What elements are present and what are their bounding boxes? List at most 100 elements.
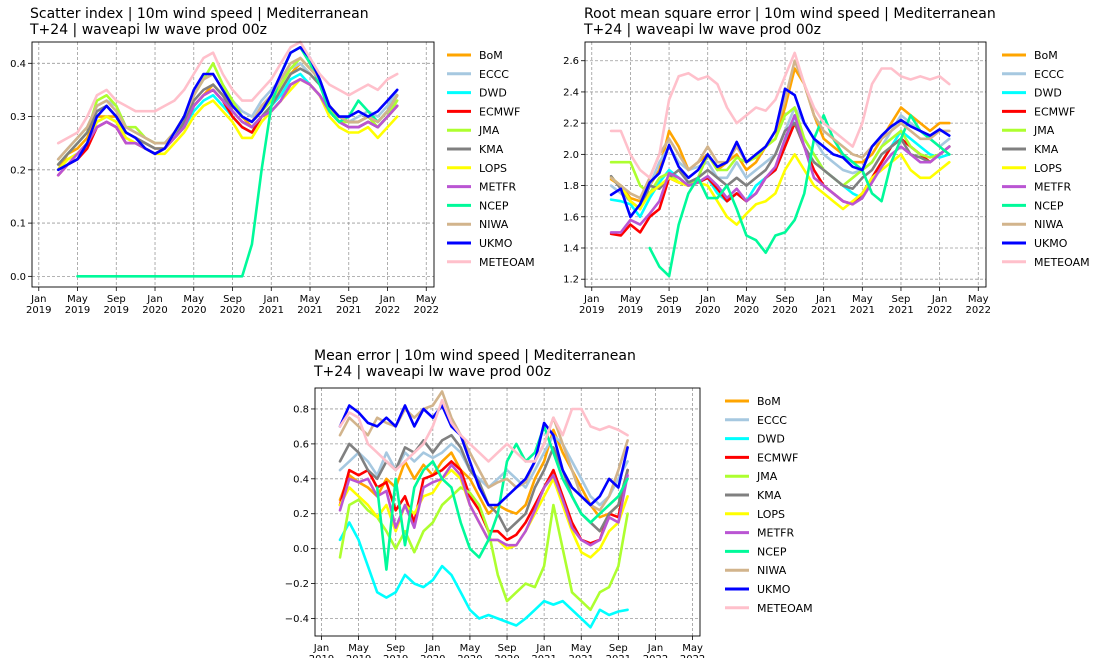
series-line-ukmo xyxy=(609,87,951,219)
legend: BoM ECCC DWD ECMWF JMA KMA LOPS METFR NCEP NIWA UK… xyxy=(447,49,535,269)
x-tick-label-year: 2020 xyxy=(142,305,167,316)
x-tick-label-month: Jan xyxy=(931,294,947,305)
chart-subtitle: T+24 | waveapi lw wave prod 00z xyxy=(314,364,552,380)
x-tick-label-year: 2020 xyxy=(695,305,720,316)
y-tick-label: 0.3 xyxy=(10,112,26,123)
y-tick-label: 1.6 xyxy=(563,212,579,223)
series-line-ncep xyxy=(648,114,951,278)
x-tick-label-year: 2019 xyxy=(618,305,643,316)
x-tick-label-year: 2022 xyxy=(414,305,439,316)
series-line-eccc xyxy=(338,433,629,507)
x-tick-label-year: 2019 xyxy=(656,305,681,316)
x-tick-label-year: 2022 xyxy=(927,305,952,316)
legend-label: ECCC xyxy=(757,414,787,427)
x-tick-label-month: Jan xyxy=(699,294,715,305)
legend-label: KMA xyxy=(757,489,782,502)
mean-error-panel: Mean error | 10m wind speed | Mediterran… xyxy=(280,338,840,658)
y-tick-label: 0.6 xyxy=(293,439,309,450)
series-line-bom xyxy=(338,428,629,519)
x-tick-label-year: 2020 xyxy=(181,305,206,316)
x-tick-label-month: Jan xyxy=(535,643,551,654)
scatter-index-chart: Jan2019May2019Sep2019Jan2020May2020Sep20… xyxy=(10,40,535,316)
y-tick-label: 1.4 xyxy=(563,243,579,254)
legend-label: METEOAM xyxy=(1034,256,1090,269)
x-tick-label-month: May xyxy=(416,294,437,305)
x-tick-label-year: 2021 xyxy=(811,305,836,316)
series-line-meteoam xyxy=(609,51,951,180)
x-tick-label-month: Jan xyxy=(424,643,440,654)
x-tick-label-month: May xyxy=(736,294,757,305)
x-tick-label-year: 2021 xyxy=(850,305,875,316)
scatter-index-panel: Scatter index | 10m wind speed | Mediter… xyxy=(0,0,551,320)
x-tick-label-month: May xyxy=(348,643,369,654)
x-tick-label-month: Jan xyxy=(379,294,395,305)
legend-label: UKMO xyxy=(1034,237,1068,250)
y-tick-label: 1.8 xyxy=(563,181,579,192)
y-tick-label: −0.4 xyxy=(285,614,309,625)
y-tick-label: 2.2 xyxy=(563,119,579,130)
x-tick-label-month: Sep xyxy=(223,294,242,305)
legend-label: BoM xyxy=(479,49,503,62)
series-line-ukmo xyxy=(338,404,629,507)
legend-label: DWD xyxy=(479,87,507,100)
series-lines xyxy=(56,40,399,278)
x-tick-label-year: 2021 xyxy=(606,654,631,658)
y-tick-label: 0.0 xyxy=(10,272,26,283)
x-tick-label-year: 2020 xyxy=(457,654,482,658)
chart-title: Scatter index | 10m wind speed | Mediter… xyxy=(30,6,369,22)
x-tick-label-year: 2021 xyxy=(259,305,284,316)
plot-frame xyxy=(584,41,987,288)
x-tick-label-month: Jan xyxy=(313,643,329,654)
grid xyxy=(32,42,434,287)
x-tick-label-month: Jan xyxy=(583,294,599,305)
chart-subtitle: T+24 | waveapi lw wave prod 00z xyxy=(30,22,268,38)
legend-label: ECCC xyxy=(479,68,509,81)
legend-label: NIWA xyxy=(757,564,787,577)
rmse-panel: Root mean square error | 10m wind speed … xyxy=(551,0,1102,320)
legend-label: NCEP xyxy=(757,545,787,558)
x-tick-label-month: Sep xyxy=(386,643,405,654)
x-tick-label-month: Sep xyxy=(609,643,628,654)
series-line-meteoam xyxy=(56,40,399,145)
legend-label: NCEP xyxy=(479,199,509,212)
legend-label: ECMWF xyxy=(757,451,798,464)
x-tick-label-month: Jan xyxy=(30,294,46,305)
x-tick-label-year: 2020 xyxy=(494,654,519,658)
y-tick-label: 2.6 xyxy=(563,56,579,67)
x-tick-label-month: Jan xyxy=(647,643,663,654)
x-tick-label-month: Sep xyxy=(107,294,126,305)
x-tick-label-year: 2020 xyxy=(772,305,797,316)
chart-title: Mean error | 10m wind speed | Mediterran… xyxy=(314,348,636,364)
x-tick-label-year: 2020 xyxy=(734,305,759,316)
legend-label: BoM xyxy=(757,395,781,408)
series-line-niwa xyxy=(338,390,629,512)
x-tick-label-month: Sep xyxy=(339,294,358,305)
x-tick-label-year: 2021 xyxy=(888,305,913,316)
series-line-ncep xyxy=(375,425,629,571)
y-tick-label: 1.2 xyxy=(563,275,579,286)
legend-label: METEOAM xyxy=(479,256,535,269)
x-tick-label-year: 2019 xyxy=(309,654,334,658)
x-tick-label-month: May xyxy=(67,294,88,305)
series-line-dwd xyxy=(338,521,629,629)
series-line-metfr xyxy=(338,463,629,547)
y-tick-label: 0.4 xyxy=(10,59,26,70)
x-tick-label-year: 2022 xyxy=(643,654,668,658)
chart-title: Root mean square error | 10m wind speed … xyxy=(584,6,996,22)
legend-label: METFR xyxy=(757,527,794,540)
legend-label: ECMWF xyxy=(479,105,520,118)
x-tick-label-year: 2022 xyxy=(375,305,400,316)
chart-subtitle: T+24 | waveapi lw wave prod 00z xyxy=(584,22,822,38)
x-tick-label-month: Sep xyxy=(498,643,517,654)
series-line-jma xyxy=(338,486,629,612)
x-tick-label-month: May xyxy=(183,294,204,305)
plot-frame xyxy=(314,387,701,637)
legend-label: METFR xyxy=(479,181,516,194)
legend-label: NIWA xyxy=(479,218,509,231)
x-tick-label-month: Jan xyxy=(815,294,831,305)
x-tick-label-month: May xyxy=(852,294,873,305)
x-tick-label-month: May xyxy=(620,294,641,305)
series-lines xyxy=(338,390,629,629)
legend-label: ECMWF xyxy=(1034,105,1075,118)
mean-error-chart: Jan2019May2019Sep2019Jan2020May2020Sep20… xyxy=(285,387,813,658)
